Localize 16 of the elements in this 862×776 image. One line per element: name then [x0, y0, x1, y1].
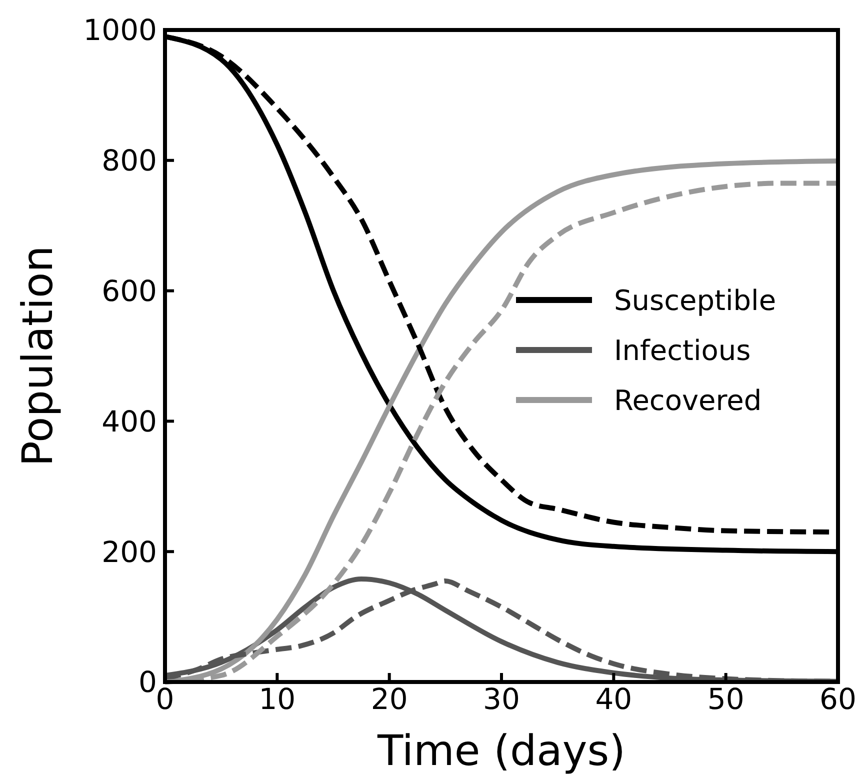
x-tick-label: 60: [820, 682, 856, 716]
y-tick-label: 1000: [83, 13, 157, 48]
y-tick-label: 800: [102, 144, 157, 178]
legend-label: Recovered: [614, 384, 762, 417]
x-tick-label: 30: [483, 682, 520, 716]
legend-label: Infectious: [614, 334, 751, 367]
x-tick-label: 10: [258, 682, 296, 716]
y-tick-label: 600: [102, 274, 157, 308]
y-tick-label: 200: [102, 534, 157, 569]
x-tick-label: 40: [595, 682, 632, 716]
x-tick-label: 50: [707, 682, 744, 716]
y-tick-label: 400: [102, 404, 157, 438]
x-axis-title: Time (days): [376, 726, 626, 775]
x-tick-label: 20: [370, 682, 408, 716]
y-axis-title: Population: [13, 246, 62, 466]
legend-label: Susceptible: [614, 284, 776, 317]
